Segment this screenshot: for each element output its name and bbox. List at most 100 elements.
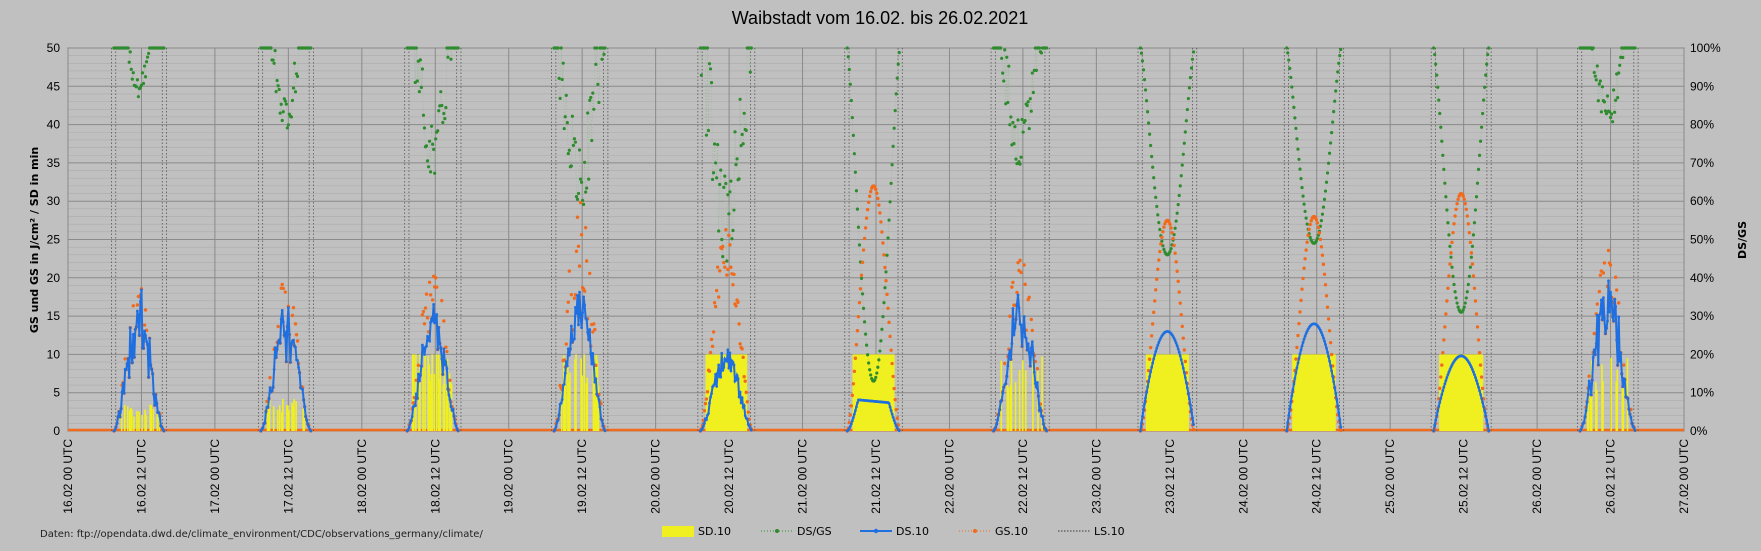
gs10-point [731, 283, 735, 287]
ds10-point [1486, 423, 1490, 427]
dsgs-point [860, 292, 865, 296]
ds10-point [1033, 382, 1037, 386]
ds10-point [580, 326, 583, 330]
dsgs-point [1325, 171, 1330, 175]
sd10-bar [1601, 364, 1603, 431]
gs10-point [728, 243, 732, 247]
ds10-point [1606, 319, 1609, 323]
ds10-point [415, 396, 419, 400]
dsgs-point [430, 124, 434, 128]
dsgs-point [1003, 48, 1007, 52]
x-tick-label: 24.02 12 UTC [1310, 439, 1324, 514]
dsgs-point [1186, 96, 1190, 101]
dsgs-point [276, 84, 280, 88]
gs10-point [1302, 266, 1306, 270]
ds10-point [421, 343, 424, 347]
dsgs-point [135, 78, 139, 82]
dsgs-point [1470, 244, 1475, 249]
dsgs-point [735, 157, 739, 161]
ds10-point [1150, 365, 1154, 369]
dsgs-point [722, 185, 726, 189]
ds10-point [1441, 389, 1445, 393]
ds10-point [598, 405, 602, 409]
sd10-bar [852, 354, 895, 431]
axes: 0 5 10 15 20 25 30 35 40 45 50 0% 10% 20% 30% 40% 50% 60%… [47, 41, 1721, 514]
dsgs-point [1435, 73, 1439, 77]
dsgs-point [1006, 100, 1010, 105]
ds10-point [1592, 348, 1596, 352]
dsgs-point [580, 198, 585, 203]
ds10-point [739, 401, 743, 405]
ds10-point [1175, 344, 1179, 348]
sd10-bar [1610, 357, 1612, 431]
gs10-point [746, 410, 750, 414]
ds10-point [280, 308, 284, 312]
sd10-bar [1596, 389, 1598, 431]
ds10-point [736, 377, 740, 380]
ds10-point [1005, 374, 1009, 378]
sd10-bar [413, 354, 415, 431]
ds10-point [1444, 379, 1448, 382]
gs10-point [892, 386, 896, 391]
dsgs-point [1472, 221, 1477, 225]
dsgs-point [1314, 239, 1318, 243]
y-right-tick-label: 40% [1690, 271, 1714, 285]
dsgs-point [1175, 211, 1179, 215]
dsgs-point [711, 171, 716, 175]
dsgs-point [144, 60, 149, 64]
dsgs-point [420, 67, 425, 71]
dsgs-point [588, 98, 592, 102]
sd10-bar [431, 354, 434, 431]
chart-title: Waibstadt vom 16.02. bis 26.02.2021 [732, 8, 1029, 28]
ds10-point [579, 313, 582, 316]
dsgs-point [131, 71, 135, 75]
ds10-point [1332, 380, 1336, 384]
ds10-point [1328, 359, 1331, 363]
ds10-point [1319, 328, 1322, 332]
gs10-point [703, 401, 708, 406]
ds10-point [125, 362, 129, 366]
sd10-bar [302, 408, 305, 431]
ds10-point [1435, 414, 1439, 417]
gs10-point [448, 378, 452, 383]
dsgs-point [417, 90, 421, 94]
sd10-bar [152, 408, 155, 431]
x-tick-label: 25.02 00 UTC [1383, 439, 1397, 514]
gs10-point [1019, 270, 1023, 275]
dsgs-point [892, 126, 896, 130]
ds10-point [1478, 389, 1481, 393]
gs10-point [1182, 348, 1187, 352]
dsgs-point [431, 142, 435, 146]
ds10-point [585, 318, 589, 322]
dsgs-point [1329, 141, 1333, 145]
ds10-point [1008, 349, 1012, 352]
gs10-point [881, 241, 885, 245]
dsgs-point [739, 144, 743, 148]
sd10-bar [435, 354, 438, 431]
ds10-point [560, 398, 564, 402]
gs10-point [1472, 286, 1477, 291]
dsgs-point [1144, 99, 1149, 103]
dsgs-point [130, 77, 134, 81]
ds10-point [1002, 385, 1006, 389]
gs10-point [705, 390, 710, 394]
dsgs-point [1001, 71, 1005, 75]
dsgs-point [583, 160, 587, 164]
ds10-point [1620, 372, 1624, 376]
gs10-point [1175, 269, 1179, 273]
y-left-tick-label: 50 [47, 41, 61, 55]
y-left-tick-label: 25 [47, 233, 61, 247]
sd10-bar [1009, 385, 1012, 431]
dsgs-point [1000, 56, 1004, 60]
ds10-point [1042, 422, 1045, 426]
gs10-point [1602, 261, 1607, 265]
dsgs-point [851, 133, 855, 138]
gs10-point [1301, 276, 1305, 281]
dsgs-point [1449, 255, 1453, 259]
sd10-bar [586, 377, 589, 431]
dsgs-point [699, 73, 703, 77]
ds10-point [449, 405, 453, 408]
dsgs-point [589, 95, 593, 100]
dsgs-point [585, 186, 589, 190]
ds10-point [429, 320, 432, 324]
